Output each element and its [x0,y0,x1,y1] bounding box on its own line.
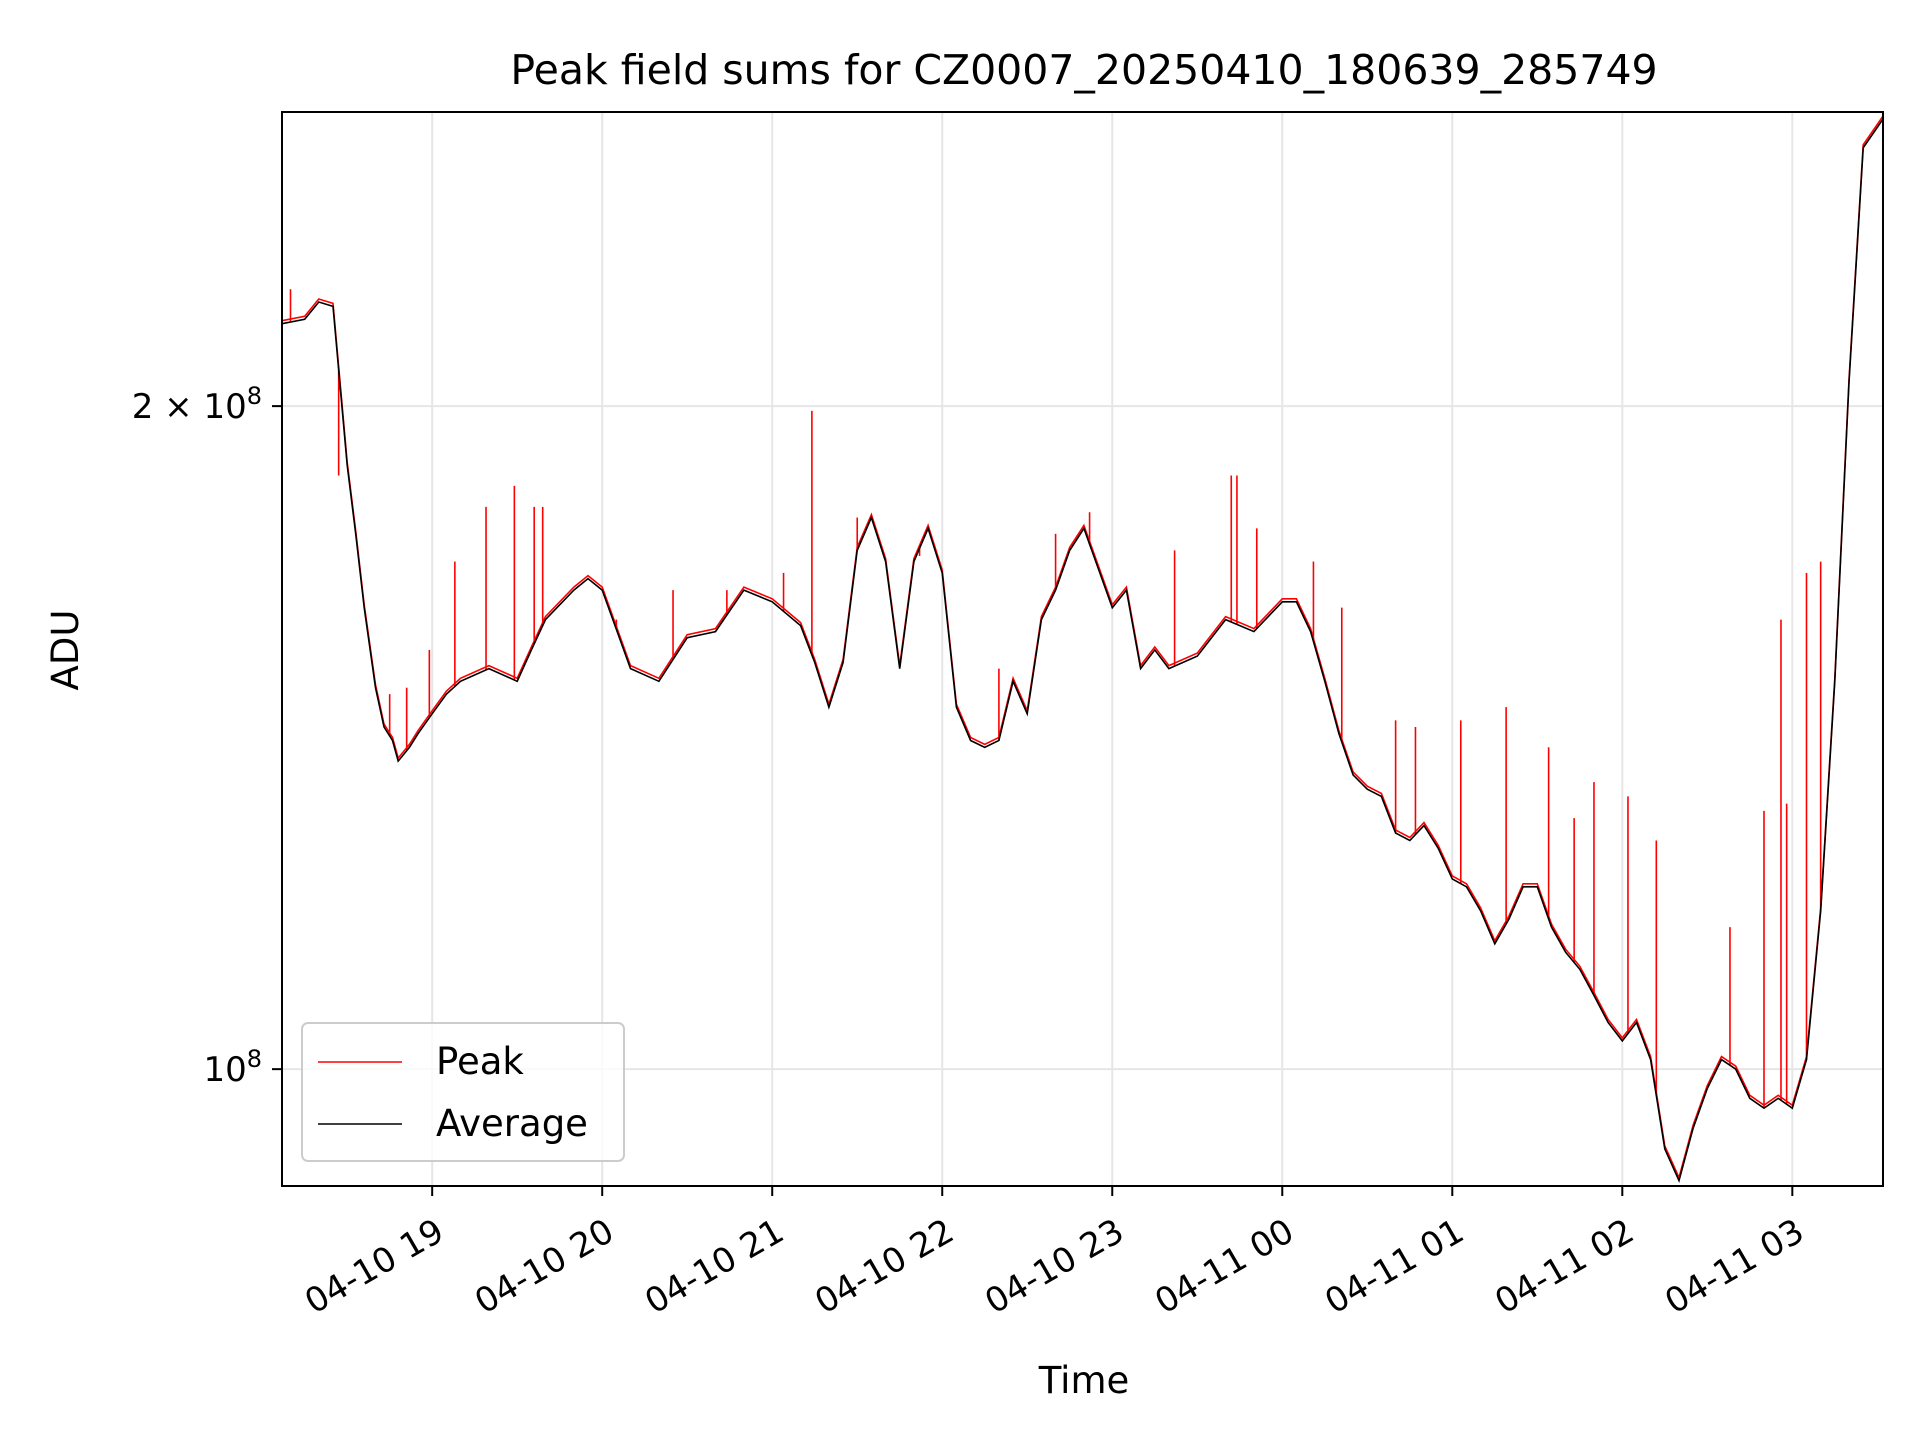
legend-box [301,1022,625,1162]
average-series-line [281,118,1884,1183]
legend-label-peak: Peak [436,1040,524,1083]
peak-series-line [281,115,1884,1180]
legend-label-average: Average [436,1102,588,1145]
plot-frame [281,111,1884,1187]
plot-series [281,115,1884,1183]
chart-title: Peak field sums for CZ0007_20250410_1806… [510,46,1657,94]
x-axis-label: Time [1038,1359,1130,1402]
y-axis-label: ADU [44,610,87,691]
legend: Peak Average [301,1022,625,1162]
y-tick-label: 2 × 108 [132,382,262,427]
